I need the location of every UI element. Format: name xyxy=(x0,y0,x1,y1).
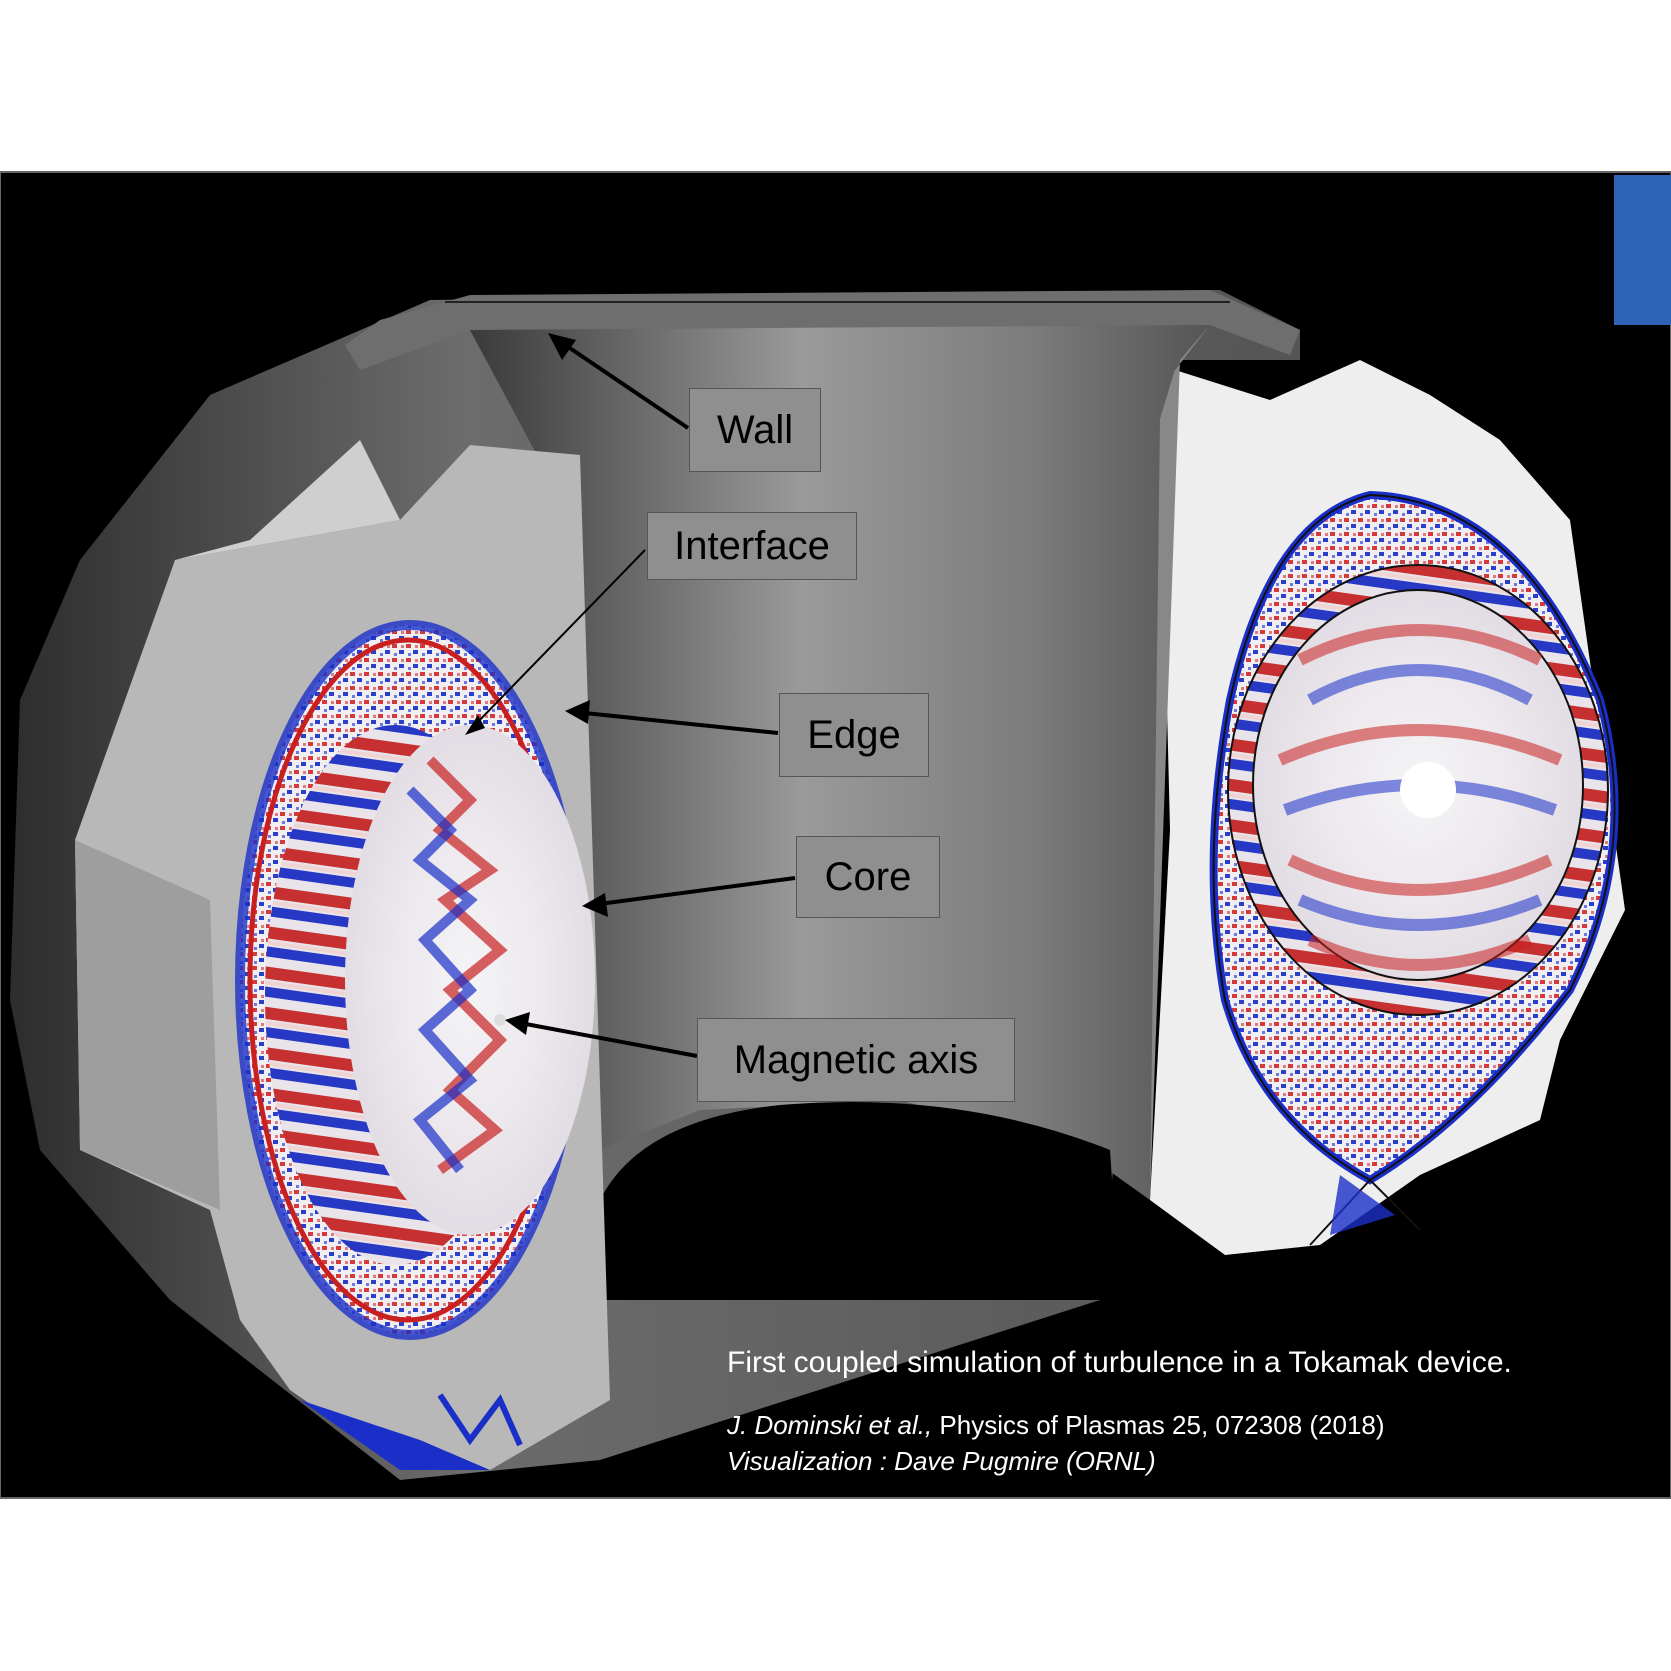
corner-artifact xyxy=(1614,175,1671,325)
edge-label: Edge xyxy=(779,693,929,777)
caption-reference: J. Dominski et al., Physics of Plasmas 2… xyxy=(727,1410,1385,1441)
callout-arrows xyxy=(465,333,796,1058)
wall-label: Wall xyxy=(689,388,821,472)
caption-visualization: Visualization : Dave Pugmire (ORNL) xyxy=(727,1446,1156,1476)
interface-label: Interface xyxy=(647,512,857,580)
magnetic-axis-right xyxy=(1400,762,1456,818)
magnetic-axis-label: Magnetic axis xyxy=(697,1018,1015,1102)
caption-authors: J. Dominski et al., xyxy=(727,1410,933,1440)
caption-journal: Physics of Plasmas 25, 072308 (2018) xyxy=(932,1410,1385,1440)
core-label: Core xyxy=(796,836,940,918)
magnetic-axis-left xyxy=(494,1014,506,1026)
caption-title: First coupled simulation of turbulence i… xyxy=(727,1346,1512,1379)
top-rim xyxy=(345,290,1300,370)
